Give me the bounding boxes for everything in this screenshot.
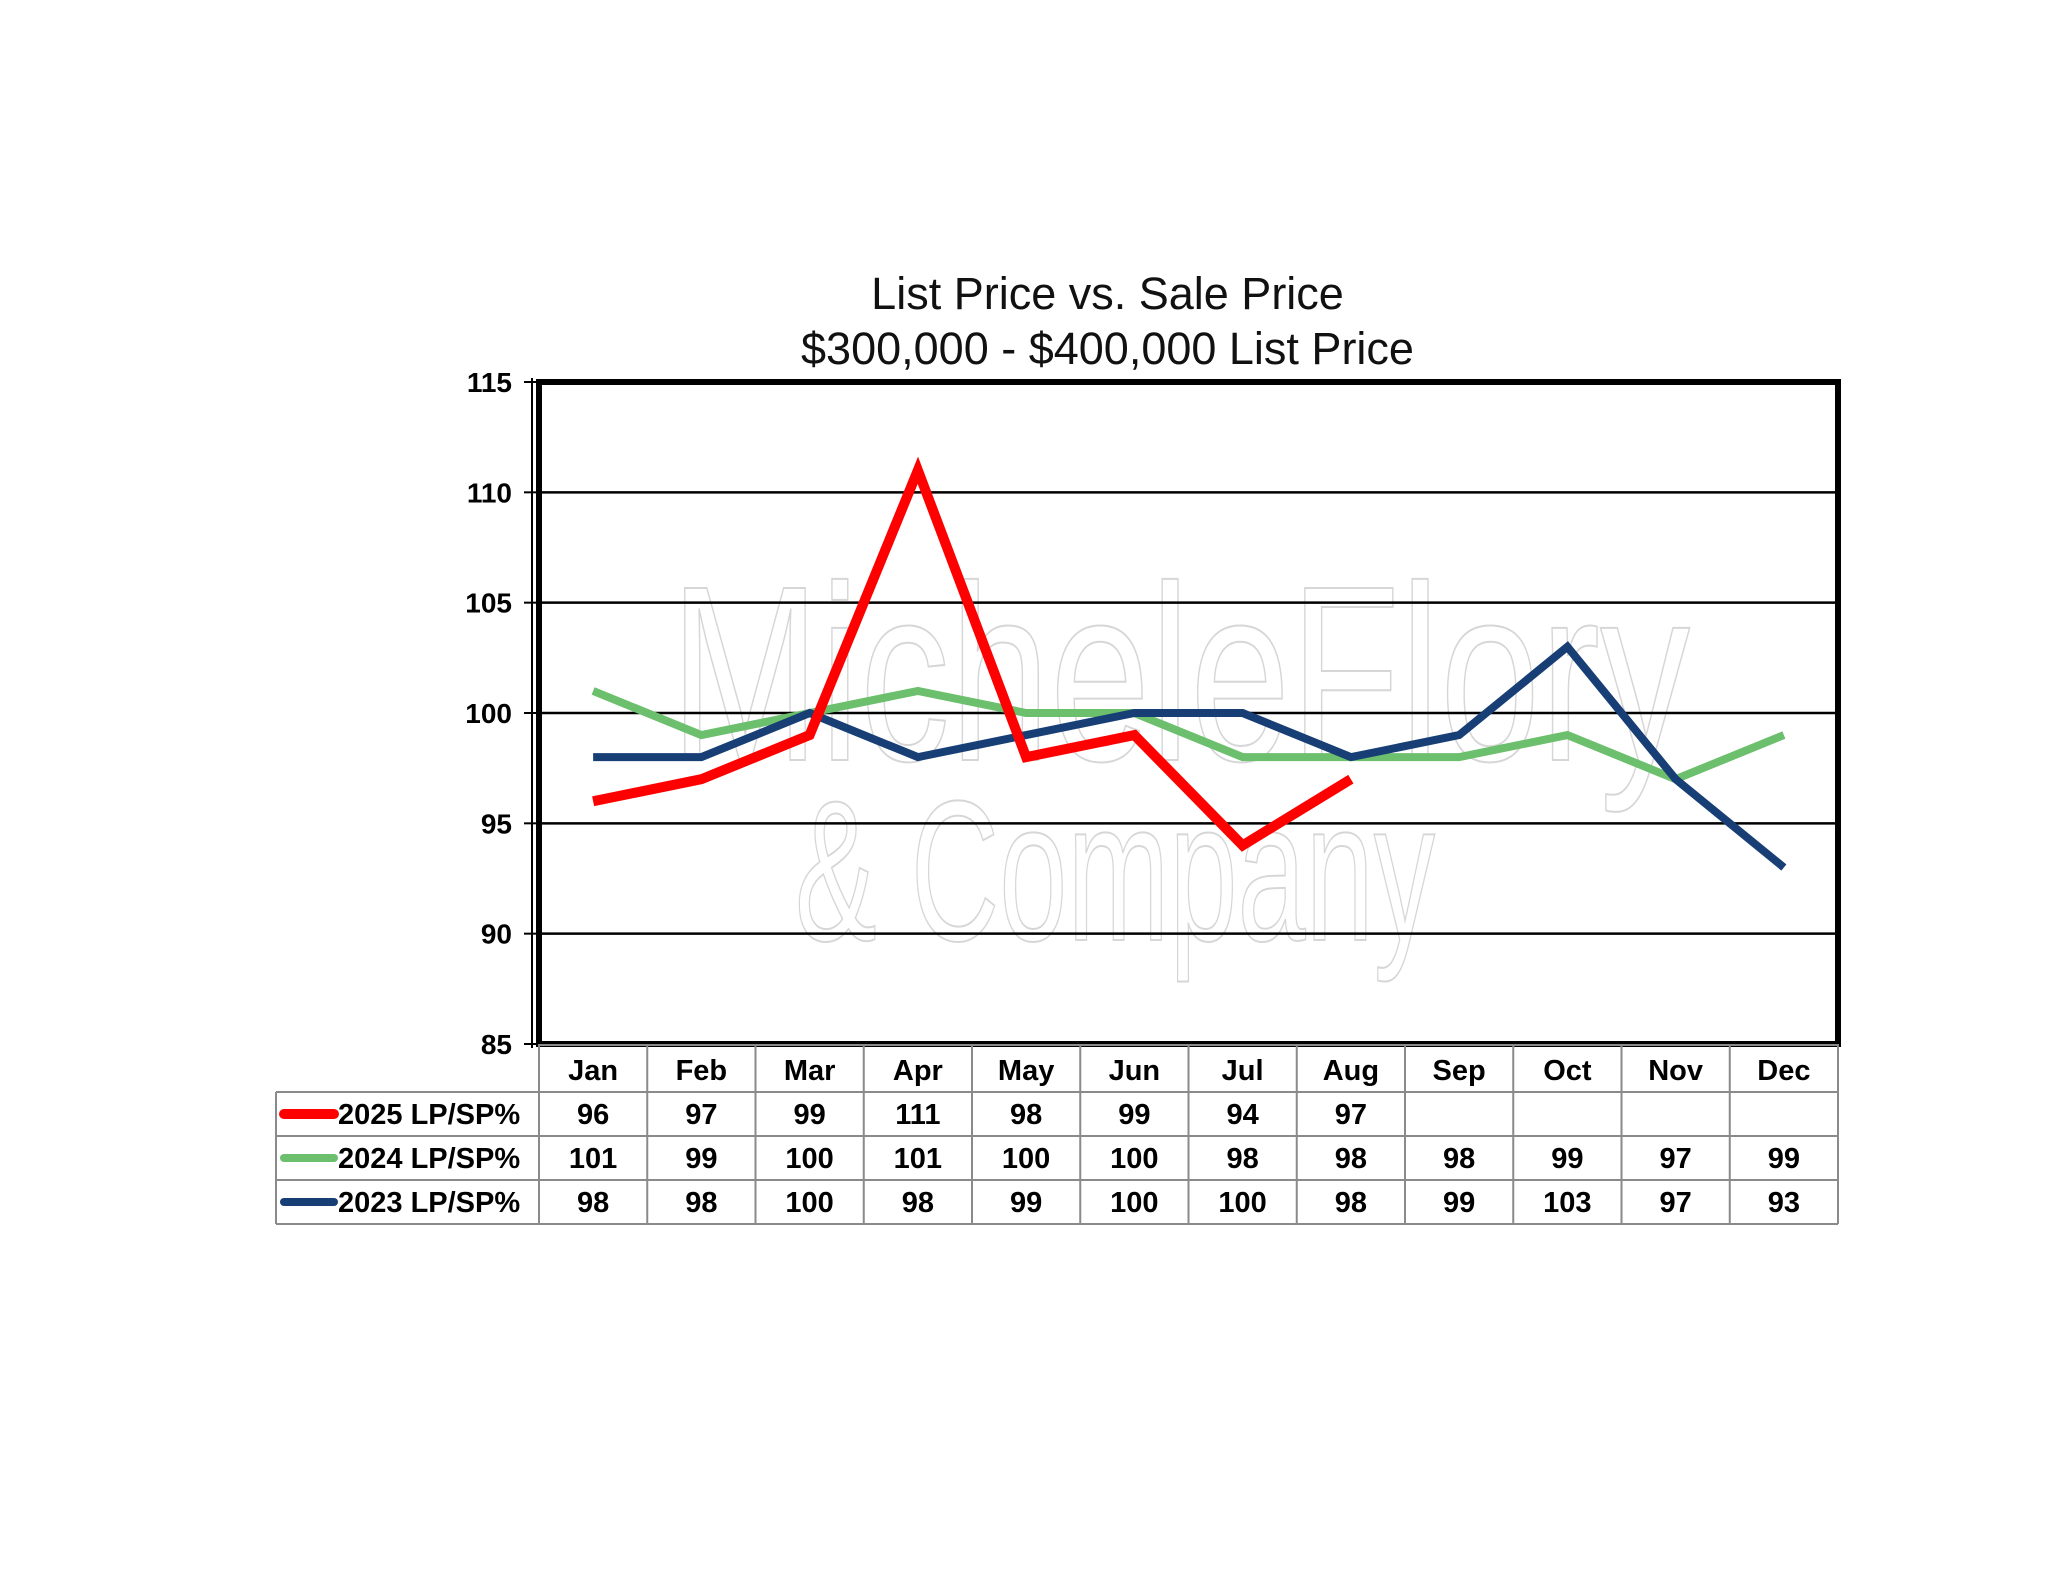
data-label: 99 — [1551, 1143, 1583, 1175]
y-tick-label: 110 — [467, 477, 512, 508]
y-tick-label: 90 — [481, 919, 512, 950]
data-label: 100 — [1002, 1143, 1050, 1175]
watermark: MicheleFlory& Company — [669, 533, 1691, 984]
data-label: 98 — [1443, 1143, 1475, 1175]
data-label: 99 — [685, 1143, 717, 1175]
x-tick-label: Nov — [1648, 1055, 1703, 1087]
data-label: 111 — [895, 1099, 940, 1131]
x-tick-label: Mar — [784, 1055, 836, 1087]
data-label: 101 — [569, 1143, 617, 1175]
data-label: 93 — [1768, 1187, 1800, 1219]
x-tick-label: Jun — [1109, 1055, 1161, 1087]
x-tick-label: Dec — [1757, 1055, 1810, 1087]
data-label: 97 — [1659, 1187, 1691, 1219]
watermark-text: & Company — [795, 760, 1435, 983]
y-axis: 85 90 95 100 105 110 115 — [465, 367, 539, 1060]
y-tick-label: 105 — [465, 588, 512, 619]
series-line — [593, 641, 1787, 871]
data-label: 99 — [1118, 1099, 1150, 1131]
data-label: 98 — [685, 1187, 717, 1219]
chart-title: List Price vs. Sale Price — [871, 268, 1344, 319]
y-tick-label: 115 — [467, 367, 512, 398]
data-label: 98 — [577, 1187, 609, 1219]
data-label: 103 — [1543, 1187, 1591, 1219]
data-label: 98 — [1335, 1187, 1367, 1219]
x-tick-label: Aug — [1323, 1055, 1379, 1087]
data-label: 98 — [1010, 1099, 1042, 1131]
data-label: 100 — [785, 1187, 833, 1219]
x-tick-label: Jul — [1222, 1055, 1264, 1087]
data-label: 96 — [577, 1099, 609, 1131]
x-tick-label: Jan — [568, 1055, 618, 1087]
y-tick-label: 95 — [481, 808, 512, 839]
x-tick-label: Sep — [1433, 1055, 1486, 1087]
data-label: 99 — [793, 1099, 825, 1131]
legend-label: 2025 LP/SP% — [338, 1099, 520, 1131]
legend-label: 2023 LP/SP% — [338, 1187, 520, 1219]
data-label: 97 — [1659, 1143, 1691, 1175]
y-tick-label: 100 — [465, 698, 512, 729]
series-line — [592, 456, 1354, 852]
x-tick-label: Oct — [1543, 1055, 1592, 1087]
x-tick-label: Apr — [893, 1055, 943, 1087]
series-lines — [591, 456, 1787, 871]
x-tick-label: Feb — [676, 1055, 728, 1087]
data-label: 101 — [894, 1143, 942, 1175]
data-label: 97 — [685, 1099, 717, 1131]
chart-subtitle: $300,000 - $400,000 List Price — [801, 323, 1414, 374]
data-label: 98 — [902, 1187, 934, 1219]
data-label: 100 — [1110, 1143, 1158, 1175]
x-tick-label: May — [998, 1055, 1054, 1087]
data-label: 94 — [1226, 1099, 1258, 1131]
data-label: 100 — [785, 1143, 833, 1175]
data-label: 98 — [1226, 1143, 1258, 1175]
data-label: 99 — [1010, 1187, 1042, 1219]
data-label: 100 — [1110, 1187, 1158, 1219]
y-tick-label: 85 — [481, 1029, 512, 1060]
data-label: 99 — [1768, 1143, 1800, 1175]
data-label: 98 — [1335, 1143, 1367, 1175]
data-table: Jan Feb Mar Apr May Jun Jul Aug Sep Oct Nov Dec 2025… — [275, 1044, 1839, 1225]
data-label: 99 — [1443, 1187, 1475, 1219]
legend-label: 2024 LP/SP% — [338, 1143, 520, 1175]
data-label: 97 — [1335, 1099, 1367, 1131]
data-label: 100 — [1218, 1187, 1266, 1219]
